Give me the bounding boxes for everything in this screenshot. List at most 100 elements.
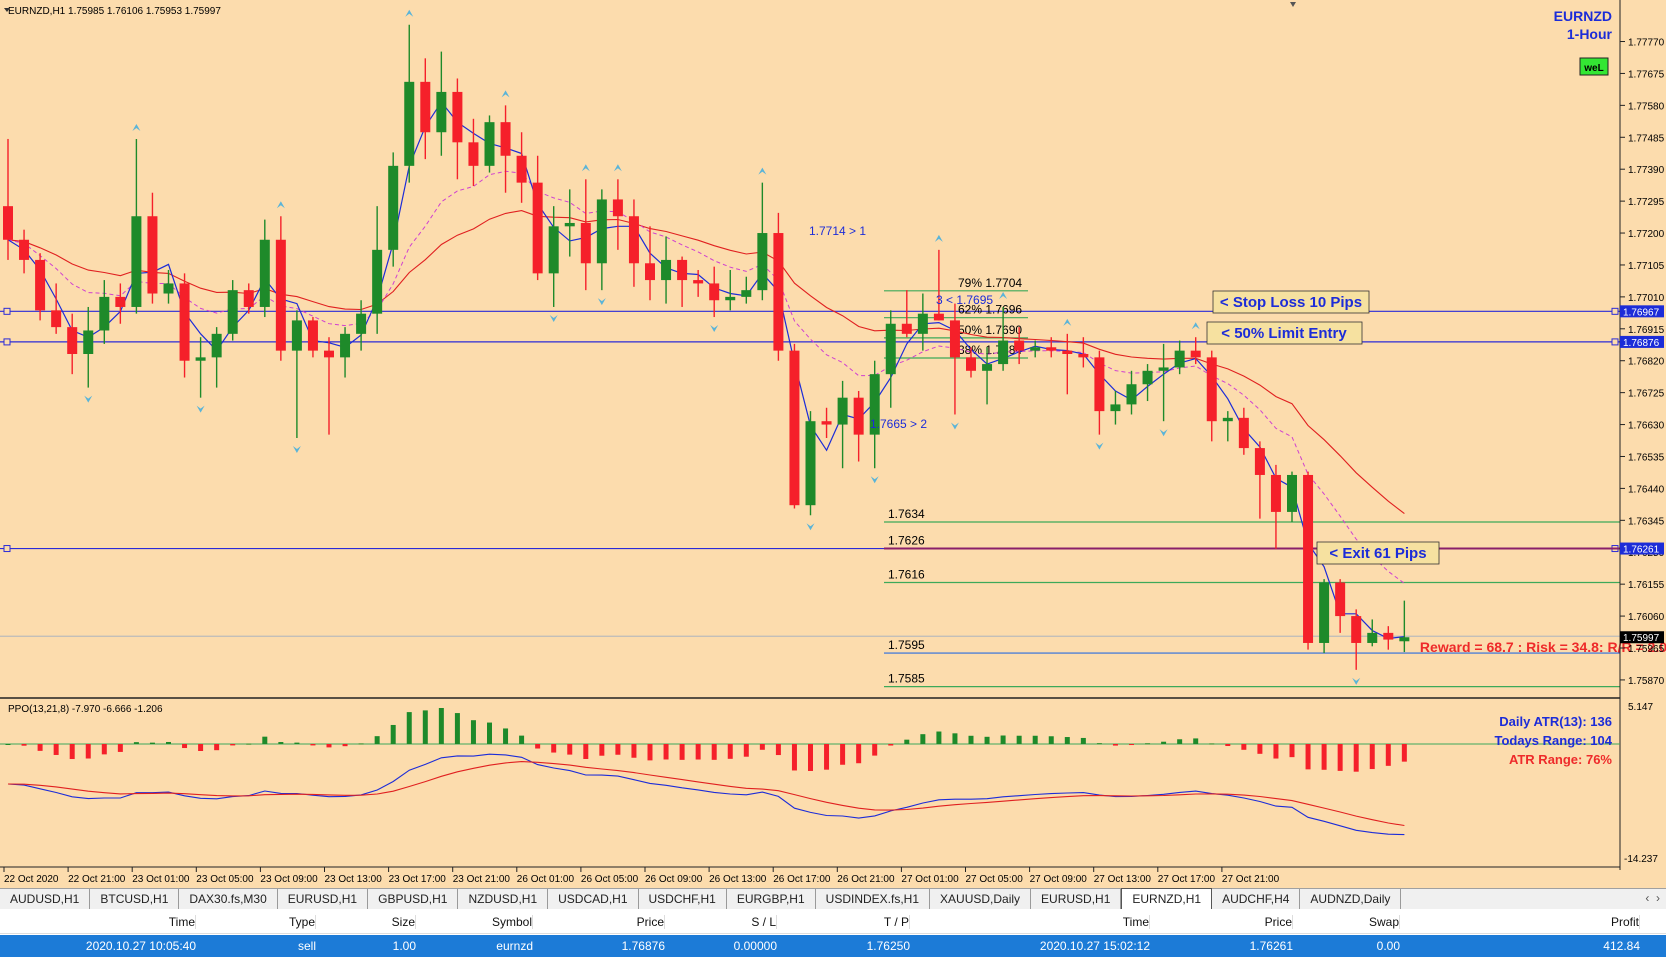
chart-tab[interactable]: XAUUSD,Daily <box>930 889 1032 909</box>
fractal-down-arrow <box>292 446 301 453</box>
ppo-histogram-bar <box>1096 743 1102 745</box>
moving-averages <box>7 100 1405 640</box>
candle-body <box>259 239 270 307</box>
ppo-histogram-bar <box>984 736 990 744</box>
candle-body <box>580 222 591 264</box>
candle-body <box>628 216 639 264</box>
price-tag-label: 1.76967 <box>1623 307 1660 318</box>
ppo-histogram-bar <box>1257 744 1263 754</box>
column-header[interactable]: Time <box>168 915 196 929</box>
ppo-histogram-bar <box>872 744 878 756</box>
column-header[interactable]: Symbol <box>491 915 533 929</box>
price-tags: 1.76967 1.76876 1.76261 1.75997 <box>1620 305 1664 644</box>
column-header[interactable]: Price <box>1264 915 1293 929</box>
trade-panel: Time Type Size Symbol Price S / L T / P Time Pri… <box>0 909 1666 963</box>
ppo-histogram-bar <box>567 744 573 755</box>
chart-tab[interactable]: AUDUSD,H1 <box>0 889 91 909</box>
price-tick-label: 1.76630 <box>1628 421 1665 432</box>
chart-tab[interactable]: USDINDEX.fs,H1 <box>816 889 931 909</box>
chart-tab[interactable]: DAX30.fs,M30 <box>179 889 278 909</box>
column-header[interactable]: Size <box>391 915 416 929</box>
price-tick-label: 1.77770 <box>1628 38 1665 49</box>
trade-cell: sell <box>297 939 316 953</box>
wel-badge[interactable] <box>1579 57 1609 76</box>
slow-ma-line <box>7 210 1405 515</box>
mid-ma-line <box>7 170 1405 584</box>
candle-body <box>805 421 816 506</box>
candle-body <box>693 280 704 284</box>
price-tag <box>1620 335 1664 348</box>
candle-body <box>500 122 511 156</box>
time-tick-label: 26 Oct 13:00 <box>709 874 767 885</box>
candle-body <box>1383 632 1394 640</box>
fractal-up-arrow <box>581 164 590 172</box>
time-tick-label: 26 Oct 17:00 <box>773 874 831 885</box>
candle-body <box>484 122 495 166</box>
trade-row[interactable]: 2020.10.27 10:05:40 sell 1.00 eurnzd 1.76876… <box>0 935 1666 957</box>
time-tick-label: 27 Oct 01:00 <box>901 874 959 885</box>
ppo-histogram-bar <box>1016 735 1022 744</box>
column-header[interactable]: Swap <box>1368 915 1400 929</box>
trade-cell: 1.00 <box>392 939 416 953</box>
symbol-title: EURNZD <box>1554 8 1612 24</box>
price-axis[interactable]: 1.77770 1.77675 1.77580 1.77485 1.77390 1.772… <box>1620 38 1665 687</box>
candle-body <box>436 91 447 133</box>
chart-tab[interactable]: USDCAD,H1 <box>548 889 639 909</box>
chart-tab[interactable]: NZDUSD,H1 <box>458 889 549 909</box>
fractal-down-arrow <box>196 405 205 413</box>
daily-atr-label: Daily ATR(13): 136 <box>1499 714 1612 729</box>
chart-tab[interactable]: EURGBP,H1 <box>727 889 816 909</box>
candlesticks <box>3 24 1410 670</box>
column-header[interactable]: Time <box>1122 915 1150 929</box>
column-header[interactable]: S / L <box>751 915 777 929</box>
column-header[interactable]: Type <box>288 915 316 929</box>
line-handle[interactable] <box>1611 338 1619 346</box>
line-handle[interactable] <box>3 338 11 346</box>
chart-tab[interactable]: AUDCHF,H4 <box>1212 889 1301 909</box>
chart-tab[interactable]: EURNZD,H1 <box>1121 888 1213 911</box>
fractal-down-arrow <box>950 422 959 430</box>
time-tick-label: 23 Oct 09:00 <box>260 874 318 885</box>
time-tick-label: 23 Oct 01:00 <box>132 874 190 885</box>
ppo-histogram-bar <box>775 744 781 756</box>
fractal-up-arrow <box>999 291 1008 299</box>
target-label: 1.7616 <box>888 567 925 581</box>
ppo-histogram-bar <box>454 713 460 744</box>
candle-body <box>1158 367 1169 371</box>
tab-scroll-arrows-icon[interactable]: ‹ › <box>1645 891 1660 905</box>
exit-label: < Exit 61 Pips <box>1329 545 1426 562</box>
chart-tab[interactable]: USDCHF,H1 <box>639 889 727 909</box>
line-handle[interactable] <box>3 307 11 315</box>
candle-body <box>67 327 78 354</box>
chart-tab[interactable]: EURUSD,H1 <box>1031 889 1122 909</box>
time-axis[interactable]: 22 Oct 2020 22 Oct 21:00 23 Oct 01:00 23 Oc… <box>3 867 1280 885</box>
ppo-histogram-bar <box>37 744 43 751</box>
candle-body <box>468 142 479 166</box>
candle-body <box>564 222 575 227</box>
swing-retrace-label: 3 < 1.7695 <box>936 293 993 307</box>
chart-tab[interactable]: EURUSD,H1 <box>278 889 369 909</box>
chart-shift-marker-icon[interactable] <box>1290 2 1296 7</box>
ppo-histogram-bar <box>1064 737 1070 744</box>
line-handle[interactable] <box>3 545 11 553</box>
ppo-title: PPO(13,21,8) -7.970 -6.666 -1.206 <box>8 704 163 715</box>
ppo-histogram-bar <box>1225 744 1231 747</box>
column-header[interactable]: T / P <box>883 915 910 929</box>
candle-body <box>1399 637 1410 642</box>
column-header[interactable]: Profit <box>1610 915 1640 929</box>
ppo-histogram-bar <box>1080 737 1086 744</box>
ppo-histogram-bar <box>262 736 268 744</box>
time-tick-label: 27 Oct 21:00 <box>1222 874 1280 885</box>
column-header[interactable]: Price <box>636 915 665 929</box>
candle-body <box>420 81 431 133</box>
candle-body <box>548 226 559 274</box>
chart-tab[interactable]: BTCUSD,H1 <box>90 889 180 909</box>
chart-tab[interactable]: GBPUSD,H1 <box>368 889 459 909</box>
ppo-histogram-bar <box>294 742 300 744</box>
trade-cell: 0.00 <box>1376 939 1400 953</box>
chart-area[interactable]: 1.7634 1.7626 1.7616 1.7595 1.7585 79% 1.770… <box>0 0 1666 888</box>
line-handle[interactable] <box>1611 307 1619 315</box>
chart-tab[interactable]: AUDNZD,Daily <box>1300 889 1402 909</box>
chart-menu-icon[interactable] <box>4 8 10 12</box>
fractal-up-arrow <box>613 164 622 172</box>
